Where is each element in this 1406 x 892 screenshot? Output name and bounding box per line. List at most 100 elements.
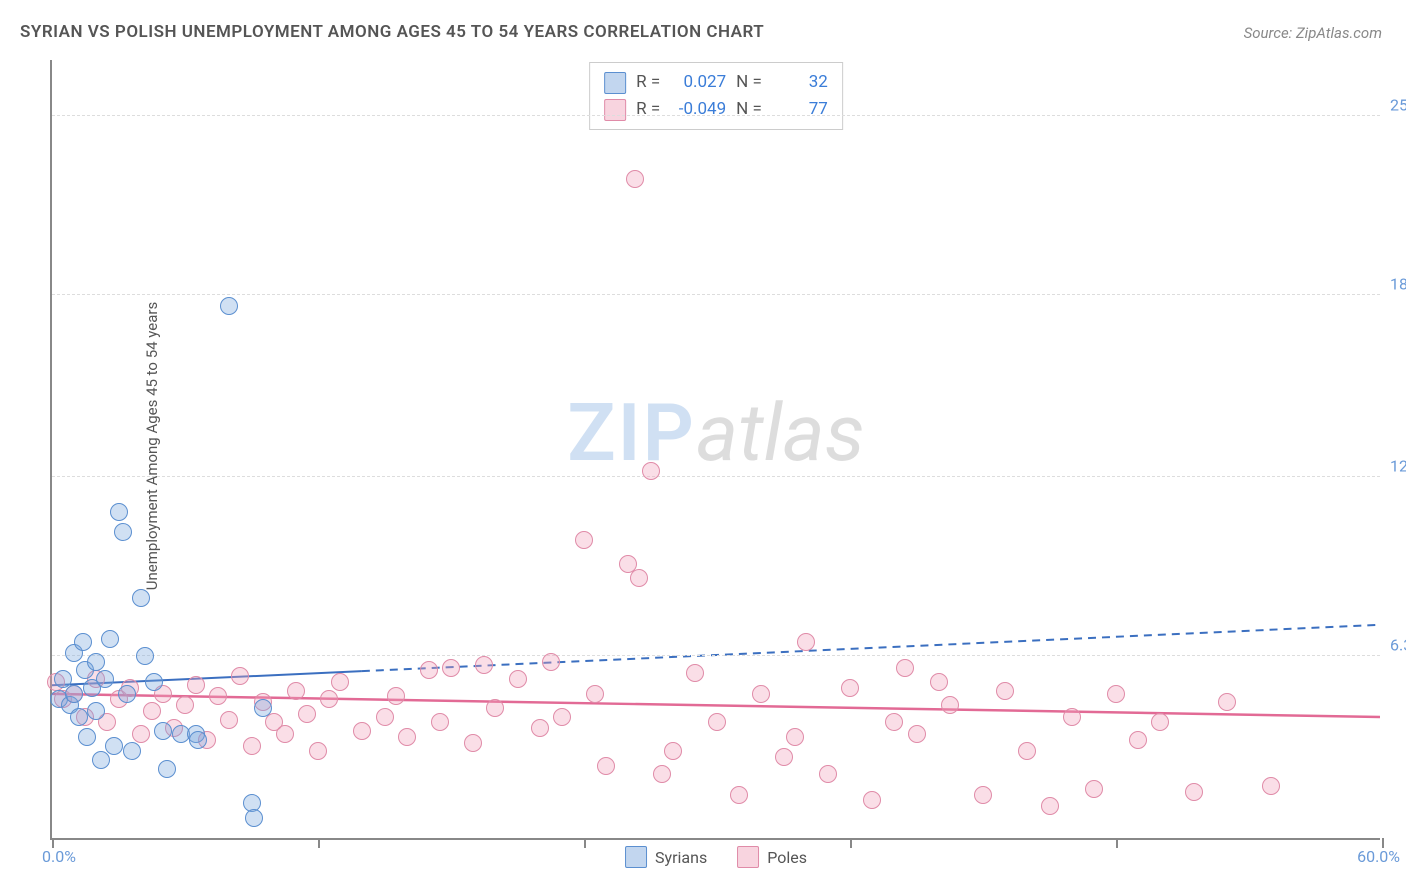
legend-row-pink: R = -0.049 N = 77	[604, 96, 828, 123]
r-value-pink: -0.049	[670, 96, 726, 123]
data-point-blue	[110, 503, 128, 521]
trend-blue-dashed	[362, 625, 1380, 671]
data-point-pink	[1018, 742, 1036, 760]
data-point-pink	[575, 531, 593, 549]
n-label: N =	[736, 69, 762, 96]
data-point-blue	[189, 731, 207, 749]
data-point-pink	[642, 462, 660, 480]
data-point-pink	[653, 765, 671, 783]
data-point-pink	[209, 687, 227, 705]
data-point-pink	[176, 696, 194, 714]
data-point-pink	[752, 685, 770, 703]
data-point-pink	[287, 682, 305, 700]
data-point-pink	[686, 664, 704, 682]
data-point-pink	[509, 670, 527, 688]
data-point-pink	[626, 170, 644, 188]
x-tick	[1382, 838, 1384, 848]
gridline	[52, 476, 1380, 477]
data-point-pink	[708, 713, 726, 731]
data-point-blue	[145, 673, 163, 691]
data-point-blue	[132, 589, 150, 607]
data-point-pink	[220, 711, 238, 729]
data-point-pink	[1218, 693, 1236, 711]
data-point-pink	[531, 719, 549, 737]
data-point-pink	[553, 708, 571, 726]
data-point-pink	[143, 702, 161, 720]
data-point-pink	[431, 713, 449, 731]
data-point-blue	[114, 523, 132, 541]
data-point-pink	[896, 659, 914, 677]
data-point-pink	[243, 737, 261, 755]
data-point-pink	[1129, 731, 1147, 749]
scatter-plot: ZIPatlas R = 0.027 N = 32 R = -0.049 N =…	[50, 60, 1380, 840]
x-tick	[318, 838, 320, 848]
data-point-blue	[254, 699, 272, 717]
data-point-pink	[974, 786, 992, 804]
x-tick	[1116, 838, 1118, 848]
gridline	[52, 655, 1380, 656]
y-tick-label: 6.3%	[1390, 636, 1406, 655]
series-label-blue: Syrians	[655, 848, 707, 867]
data-point-pink	[730, 786, 748, 804]
data-point-pink	[231, 667, 249, 685]
data-point-blue	[154, 722, 172, 740]
swatch-blue	[604, 72, 626, 94]
data-point-pink	[309, 742, 327, 760]
data-point-pink	[486, 699, 504, 717]
data-point-blue	[101, 630, 119, 648]
data-point-pink	[908, 725, 926, 743]
r-label: R =	[636, 69, 660, 96]
data-point-pink	[664, 742, 682, 760]
data-point-pink	[464, 734, 482, 752]
data-point-pink	[1085, 780, 1103, 798]
data-point-pink	[132, 725, 150, 743]
x-min-label: 0.0%	[42, 847, 76, 866]
data-point-pink	[1063, 708, 1081, 726]
data-point-blue	[87, 653, 105, 671]
data-point-pink	[320, 690, 338, 708]
data-point-blue	[78, 728, 96, 746]
data-point-pink	[442, 659, 460, 677]
watermark-zip: ZIP	[567, 386, 696, 480]
watermark: ZIPatlas	[567, 386, 864, 480]
correlation-legend: R = 0.027 N = 32 R = -0.049 N = 77	[589, 62, 843, 130]
y-tick-label: 12.5%	[1390, 456, 1406, 475]
data-point-blue	[65, 685, 83, 703]
data-point-pink	[420, 661, 438, 679]
data-point-pink	[941, 696, 959, 714]
data-point-blue	[245, 809, 263, 827]
data-point-pink	[930, 673, 948, 691]
data-point-blue	[158, 760, 176, 778]
data-point-pink	[786, 728, 804, 746]
series-label-pink: Poles	[767, 848, 807, 867]
data-point-blue	[105, 737, 123, 755]
gridline	[52, 294, 1380, 295]
chart-title: SYRIAN VS POLISH UNEMPLOYMENT AMONG AGES…	[20, 22, 764, 42]
data-point-pink	[797, 633, 815, 651]
n-label: N =	[736, 96, 762, 123]
data-point-pink	[775, 748, 793, 766]
data-point-blue	[96, 670, 114, 688]
data-point-pink	[187, 676, 205, 694]
legend-item-blue: Syrians	[625, 846, 707, 868]
data-point-pink	[475, 656, 493, 674]
r-value-blue: 0.027	[670, 69, 726, 96]
data-point-pink	[331, 673, 349, 691]
data-point-pink	[1185, 783, 1203, 801]
data-point-blue	[220, 297, 238, 315]
data-point-pink	[841, 679, 859, 697]
data-point-blue	[92, 751, 110, 769]
source-label: Source: ZipAtlas.com	[1244, 24, 1382, 42]
data-point-pink	[586, 685, 604, 703]
data-point-pink	[1107, 685, 1125, 703]
data-point-pink	[996, 682, 1014, 700]
data-point-pink	[597, 757, 615, 775]
x-max-label: 60.0%	[1357, 847, 1400, 866]
data-point-pink	[863, 791, 881, 809]
y-tick-label: 25.0%	[1390, 95, 1406, 114]
swatch-pink	[737, 846, 759, 868]
data-point-pink	[1151, 713, 1169, 731]
data-point-pink	[398, 728, 416, 746]
watermark-atlas: atlas	[696, 386, 865, 480]
y-tick-label: 18.8%	[1390, 274, 1406, 293]
